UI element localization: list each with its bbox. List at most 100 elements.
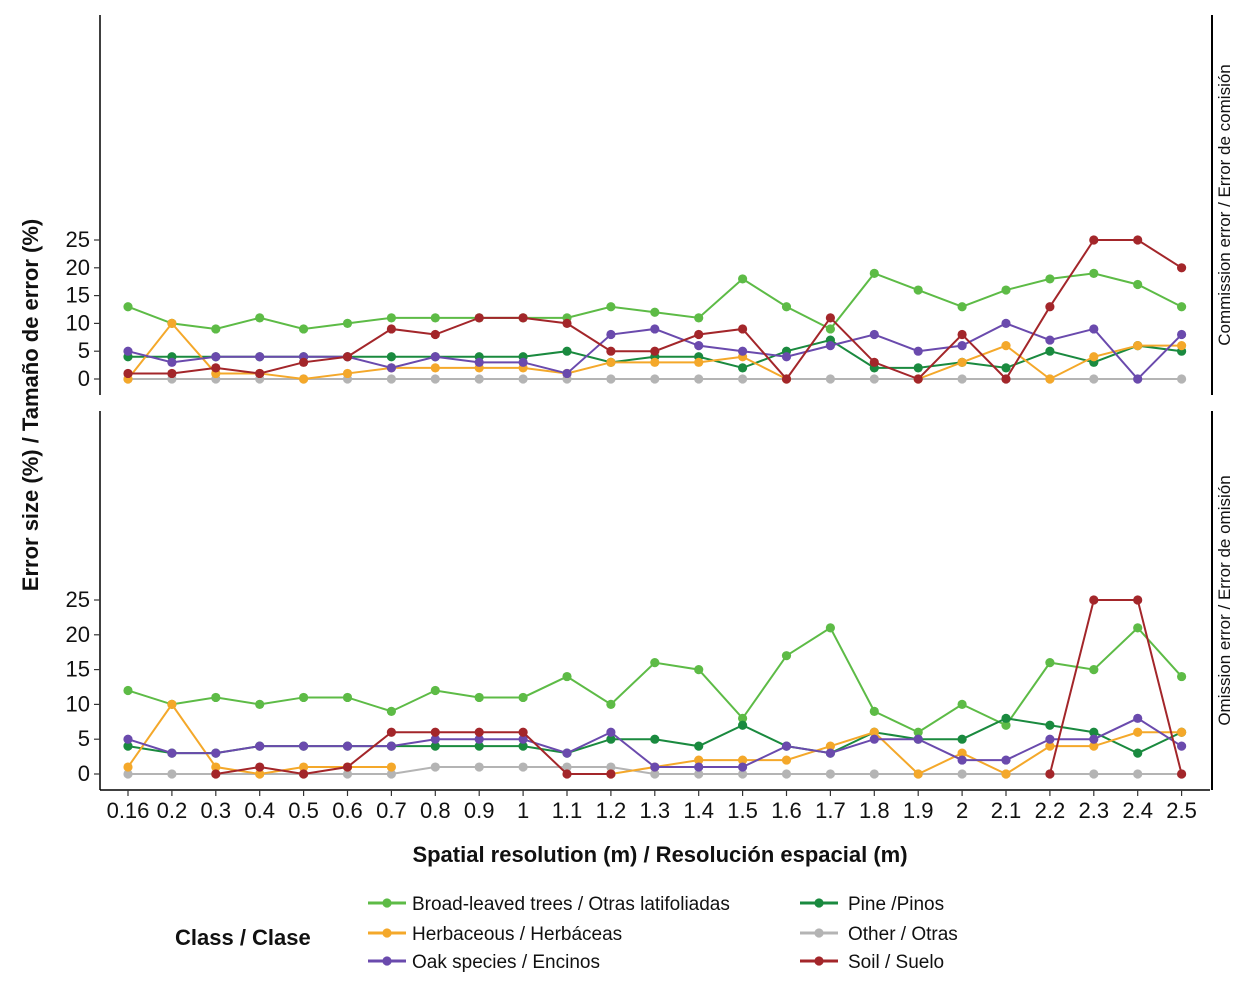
data-point [211,324,221,334]
data-point [650,324,660,334]
data-point [299,357,309,367]
data-point [167,357,177,367]
data-point [255,769,265,779]
data-point [1001,363,1011,373]
data-point [694,341,704,351]
data-point [562,748,572,758]
data-point [430,313,440,323]
series-soil [123,235,1187,384]
data-point [1089,665,1099,675]
x-tick-label: 2.1 [991,798,1022,823]
data-point [650,658,660,668]
data-point [1045,374,1055,384]
data-point [342,352,353,362]
data-point [123,302,133,312]
data-point [650,734,660,744]
data-point [1089,268,1099,278]
data-point [211,762,221,772]
data-point [694,741,704,751]
data-point [825,341,836,351]
legend-label: Herbaceous / Herbáceas [412,924,622,945]
data-point [1133,623,1143,633]
data-point [123,741,133,751]
data-point [825,623,836,633]
data-point [123,769,133,779]
data-point [913,727,923,737]
x-tick-label: 0.5 [288,798,319,823]
data-point [1089,235,1099,245]
data-point [1045,741,1055,751]
data-point [1089,324,1099,334]
data-point [562,671,572,682]
data-point [869,329,879,340]
data-point [1133,341,1143,351]
data-point [738,720,748,730]
y-tick-label: 20 [66,622,90,647]
data-point [1089,595,1099,605]
data-point [606,762,616,772]
data-point [123,734,133,744]
data-point [255,313,265,323]
data-point [1045,335,1055,345]
data-point [869,734,879,744]
data-point [255,762,265,772]
panel-omission: 0 5 10 15 20 25 Omission error / Error de omis… [66,411,1234,790]
data-point [738,374,748,384]
data-point [694,665,704,675]
data-point [299,324,309,334]
data-point [1045,734,1055,744]
data-point [386,363,396,373]
data-point [1133,769,1143,779]
data-point [694,313,704,323]
data-point [606,346,616,356]
data-point [474,374,484,384]
data-point [1177,329,1187,340]
data-point [1177,263,1187,273]
data-point [738,713,748,723]
data-point [694,329,704,340]
data-point [606,727,616,737]
data-point [650,762,660,772]
data-point [781,651,792,661]
y-axis-title: Error size (%) / Tamaño de error (%) [18,219,43,591]
data-point [1133,235,1143,245]
legend-entry: Oak species / Encinos [368,952,600,973]
legend: Class / Clase Broad-leaved trees / Otras… [175,894,958,973]
data-point [738,769,748,779]
data-point [1177,374,1187,384]
data-point [738,755,748,765]
data-point [1177,727,1187,737]
legend-label: Pine /Pinos [848,894,944,915]
x-tick-label: 1.5 [727,798,758,823]
data-point [738,762,748,772]
data-point [957,748,967,758]
data-point [1133,748,1143,758]
data-point [123,368,133,379]
data-point [606,699,616,710]
data-point [913,285,923,295]
data-point [386,313,396,323]
legend-entry: Soil / Suelo [800,952,944,973]
x-axis: 0.16 0.2 0.3 0.4 0.5 0.6 0.7 0.8 0.9 1 1.1 1.2 1.3 1.… [100,789,1210,823]
data-point [1089,741,1099,751]
series-line [127,272,1183,331]
data-point [606,329,616,340]
legend-key-point [382,928,392,938]
data-point [167,368,177,379]
x-tick-label: 0.2 [157,798,188,823]
x-tick-label: 2.5 [1166,798,1197,823]
data-point [913,734,923,744]
y-tick-label: 5 [78,726,90,751]
x-tick-label: 0.6 [332,798,363,823]
legend-key-point [814,928,824,938]
x-tick-label: 1.4 [683,798,714,823]
data-point [913,374,923,384]
data-point [869,374,879,384]
x-tick-label: 0.9 [464,798,495,823]
legend-key-point [814,956,824,966]
data-point [1177,302,1187,312]
legend-key-point [382,898,392,908]
data-point [869,727,879,737]
